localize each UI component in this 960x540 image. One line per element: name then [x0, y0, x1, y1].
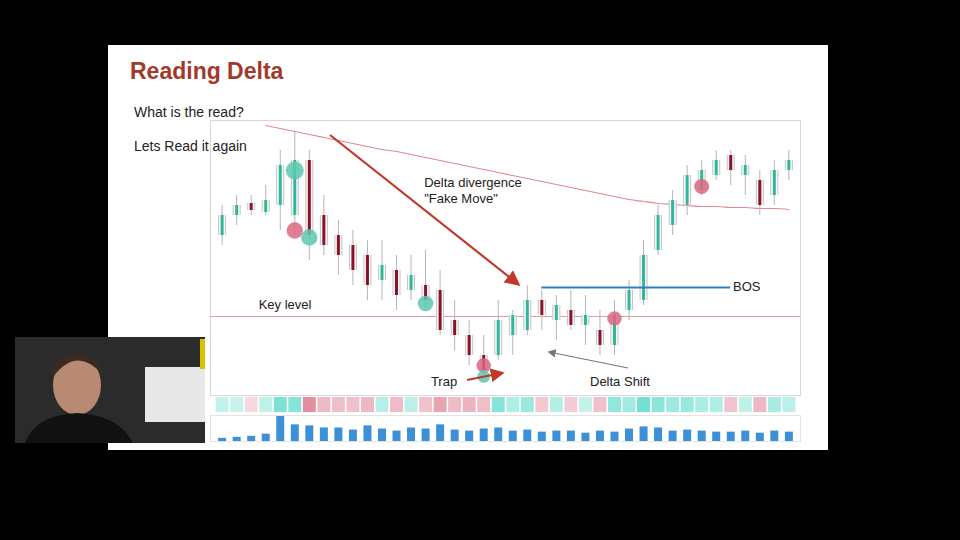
svg-text:Trap: Trap	[431, 374, 457, 389]
svg-text:Key level: Key level	[259, 297, 312, 312]
html-text:Reading Delta: Reading Delta	[130, 58, 284, 84]
svg-text:Delta Shift: Delta Shift	[590, 374, 650, 389]
svg-text:Delta divergence: Delta divergence	[424, 175, 522, 190]
svg-text:"Fake Move": "Fake Move"	[424, 191, 498, 206]
svg-text:BOS: BOS	[733, 279, 761, 294]
html-text:What is the read?: What is the read?	[134, 104, 244, 120]
html-text:Lets Read it again: Lets Read it again	[134, 138, 247, 154]
